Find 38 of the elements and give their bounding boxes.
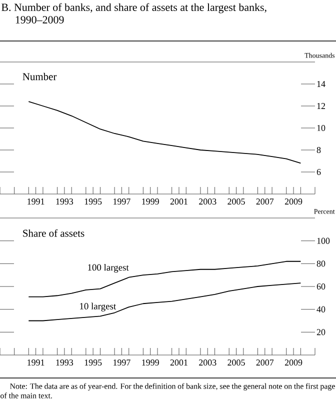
x-tick-label: 2007 (256, 360, 274, 366)
x-tick-label: 1995 (84, 198, 102, 205)
y-tick-label: 8 (316, 146, 321, 154)
x-tick-label: 1993 (56, 360, 74, 366)
x-tick-label: 2003 (199, 360, 216, 366)
text: Number (22, 72, 57, 80)
y-tick-label: 10 (317, 124, 326, 132)
x-tick-label: 1993 (56, 198, 74, 205)
x-tick-label: 2007 (256, 198, 274, 205)
x-tick-label: 2009 (284, 360, 302, 366)
y-tick-label: 20 (316, 329, 326, 336)
y-tick-label: 40 (316, 306, 326, 312)
x-tick-label: 1991 (28, 198, 44, 205)
line-series (28, 282, 302, 322)
y-tick-label: 100 (317, 238, 330, 244)
x-tick-label: 2001 (170, 360, 188, 366)
y-tick-label: 14 (317, 81, 326, 87)
line-series (28, 260, 302, 298)
y-tick-label: 80 (316, 260, 326, 267)
x-tick-label: 1997 (114, 360, 130, 366)
x-tick-label: 1991 (28, 360, 44, 366)
x-tick-label: 1995 (84, 360, 102, 366)
x-tick-label: 1999 (142, 360, 159, 366)
line-series (28, 101, 302, 164)
x-tick-label: 2005 (228, 360, 245, 366)
y-tick-label: 12 (317, 103, 325, 109)
series-label: 100 largest (88, 264, 129, 273)
y-tick-label: 6 (316, 168, 321, 176)
y-tick-label: 60 (316, 283, 326, 290)
x-tick-label: 1999 (142, 198, 159, 205)
x-tick-label: 2005 (228, 198, 245, 205)
x-tick-label: 2003 (199, 198, 216, 205)
x-tick-label: 1997 (114, 198, 130, 205)
text: Share of assets (23, 229, 84, 237)
series-label: 10 largest (80, 302, 116, 312)
x-tick-label: 2009 (284, 198, 302, 205)
x-tick-label: 2001 (170, 198, 188, 205)
chart-title: B. Number of banks, and share of assets at the largest banks, 1990–2009 (2, 3, 266, 24)
